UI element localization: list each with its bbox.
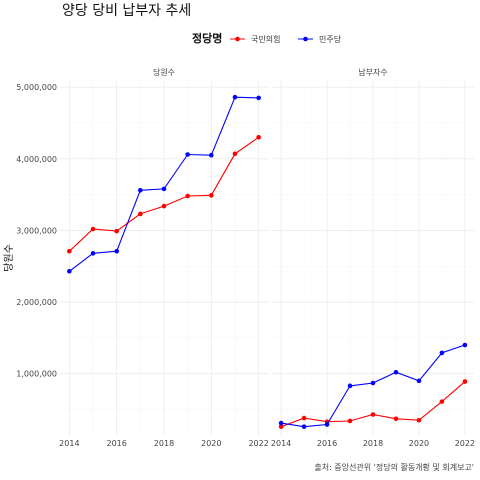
data-point-dem [301,424,307,429]
data-point-gop [161,203,167,209]
data-point-gop [278,424,284,429]
data-point-dem [209,152,214,158]
data-point-gop [67,248,72,254]
legend: 정당명 국민의힘 민주당 [192,31,342,45]
panel-2: 납부자수 2014 2016 2018 2020 2022 [271,68,475,448]
data-point-gop [185,193,190,199]
data-point-dem [393,369,399,375]
x-tick-label: 2016 [317,439,337,448]
panel-title: 납부자수 [358,68,387,77]
data-point-dem [138,188,143,193]
x-tick-label: 2020 [409,439,429,448]
legend-label-dem: 민주당 [319,34,342,44]
data-point-dem [324,422,330,427]
data-point-gop [393,416,399,422]
legend-key-point-dem [303,36,308,42]
data-point-gop [90,226,96,232]
x-tick-label: 2018 [363,439,383,448]
data-point-dem [114,248,119,254]
data-point-gop [209,193,214,198]
x-tick-label: 2018 [154,439,174,448]
y-tick-label: 1,000,000 [16,370,57,379]
y-tick-label: 4,000,000 [16,155,57,164]
data-point-gop [232,151,238,157]
x-tick-label: 2014 [271,439,291,448]
data-point-dem [256,95,261,101]
x-tick-label: 2014 [59,439,79,448]
data-point-dem [439,350,445,356]
chart-title: 양당 당비 납부자 추세 [62,3,191,19]
data-point-dem [67,268,72,274]
data-point-gop [347,418,353,424]
data-point-gop [370,412,376,417]
legend-key-point-gop [235,36,240,42]
data-point-dem [278,420,284,426]
y-tick-label: 2,000,000 [16,298,57,307]
data-point-dem [416,378,422,384]
y-tick-label: 5,000,000 [16,83,57,92]
x-tick-label: 2020 [201,439,221,448]
y-tick-label: 3,000,000 [16,226,57,235]
chart-panels: 당원수 2014 2016 2018 2020 2022 1,000,000 2,000,00… [16,67,475,448]
x-tick-label: 2016 [107,439,127,448]
data-point-dem [161,186,167,192]
data-point-dem [90,251,96,256]
legend-title: 정당명 [192,31,222,45]
data-point-dem [370,380,376,386]
data-point-gop [256,135,261,140]
data-point-gop [416,417,422,423]
data-point-dem [462,342,468,348]
data-point-gop [138,211,143,217]
panel-title: 당원수 [153,67,175,77]
data-point-dem [185,152,190,157]
data-point-gop [301,415,307,421]
data-point-dem [232,94,238,100]
x-tick-label: 2022 [248,439,268,448]
data-point-gop [114,228,119,234]
y-axis-label: 당원수 [3,244,15,272]
chart-caption: 출처: 중앙선관위 '정당의 활동개황 및 회계보고' [314,462,474,472]
panel-1: 당원수 2014 2016 2018 2020 2022 1,000,000 2,000,00… [16,67,269,448]
legend-label-gop: 국민의힘 [251,34,280,44]
x-tick-label: 2022 [455,439,475,448]
data-point-gop [462,379,468,384]
data-point-dem [347,383,353,389]
data-point-gop [439,399,445,404]
